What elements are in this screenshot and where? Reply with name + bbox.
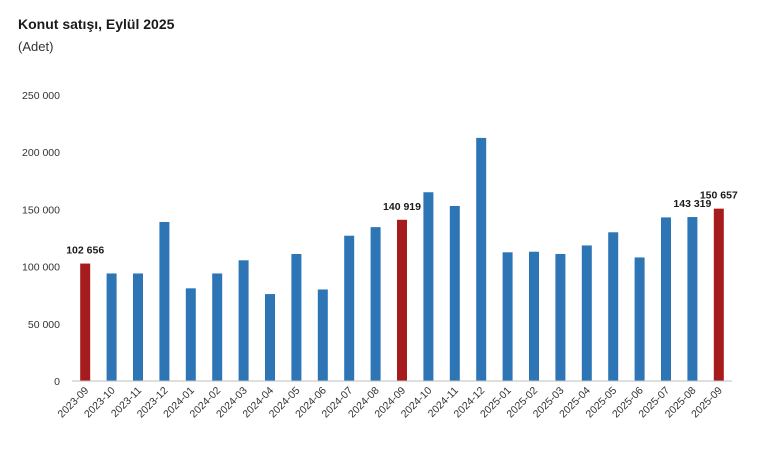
y-tick-label: 100 000 [22,262,60,274]
y-tick-label: 0 [54,376,60,388]
bar-2025-04 [581,245,592,381]
bar-2023-10 [106,273,117,381]
bar-2025-06 [634,257,645,381]
bar-2025-02 [529,251,539,381]
chart-title: Konut satışı, Eylül 2025 [18,16,175,32]
bar-2025-09 [713,208,724,381]
bar-2024-07 [344,235,355,381]
bar-2025-05 [608,232,619,381]
bar-2025-03 [555,254,566,381]
bar-2024-06 [317,289,328,381]
y-tick-label: 50 000 [28,319,60,331]
data-label: 150 657 [700,190,738,202]
bar-2024-02 [212,273,223,381]
bar-2024-01 [185,288,196,381]
y-tick-label: 200 000 [22,147,60,159]
bar-2023-09 [80,263,91,381]
bar-2024-11 [449,205,460,381]
chart-subtitle: (Adet) [18,39,54,54]
y-axis: 0 50 000 100 000 150 000 200 000 250 000 [22,90,60,388]
x-axis: 2023-092023-102023-112023-122024-012024-… [56,380,732,420]
data-label: 102 656 [66,245,104,257]
bar-2024-05 [291,254,302,381]
bar-2024-03 [238,260,249,381]
bars [80,137,724,381]
y-tick-label: 150 000 [22,204,60,216]
bar-2024-12 [476,137,487,381]
bar-2024-04 [265,294,275,381]
bar-2023-11 [133,273,143,381]
bar-2025-08 [687,217,698,381]
bar-2024-09 [397,219,407,381]
bar-2025-01 [502,252,513,381]
data-label: 140 919 [383,201,421,213]
y-tick-label: 250 000 [22,90,60,102]
bar-2025-07 [661,217,671,381]
bar-2024-08 [370,227,381,381]
bar-2024-10 [423,192,434,381]
bar-2023-12 [159,221,170,381]
data-label: 143 319 [673,198,711,210]
